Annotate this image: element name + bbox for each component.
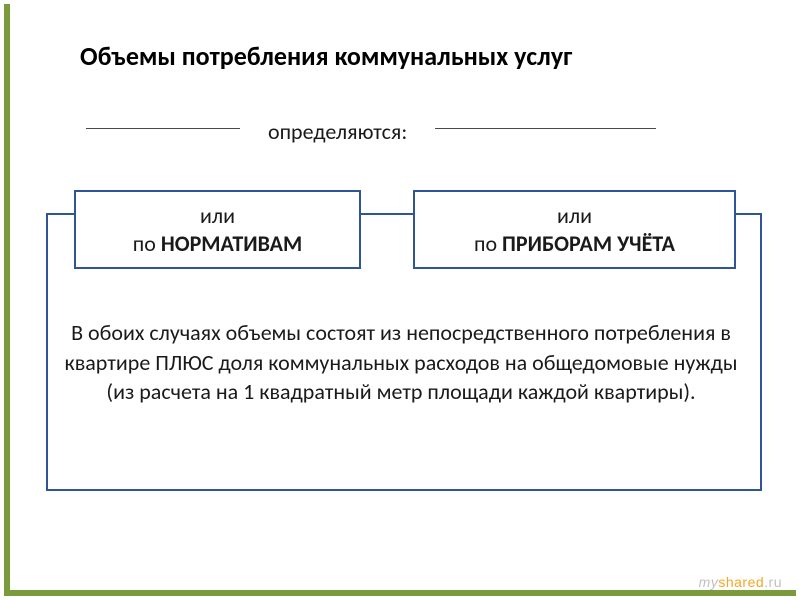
option-priboram: или по ПРИБОРАМ УЧЁТА [413,190,736,269]
watermark-my: my [699,574,719,590]
option-prefix: по [133,230,161,257]
option-bold: НОРМАТИВАМ [161,230,302,257]
option-line1: или [76,202,359,230]
option-bold: ПРИБОРАМ УЧЁТА [502,230,675,257]
watermark-ru: .ru [764,574,782,590]
option-line2: по ПРИБОРАМ УЧЁТА [415,230,734,258]
option-prefix: по [474,230,502,257]
watermark-shared: shared [718,574,764,590]
option-normativam: или по НОРМАТИВАМ [74,190,361,269]
description-paragraph: В обоих случаях объемы состоят из непоср… [58,318,744,407]
watermark: myshared.ru [699,574,782,590]
option-line2: по НОРМАТИВАМ [76,230,359,258]
subtitle: определяются: [240,116,435,147]
option-line1: или [415,202,734,230]
page-title: Объемы потребления коммунальных услуг [80,40,572,72]
